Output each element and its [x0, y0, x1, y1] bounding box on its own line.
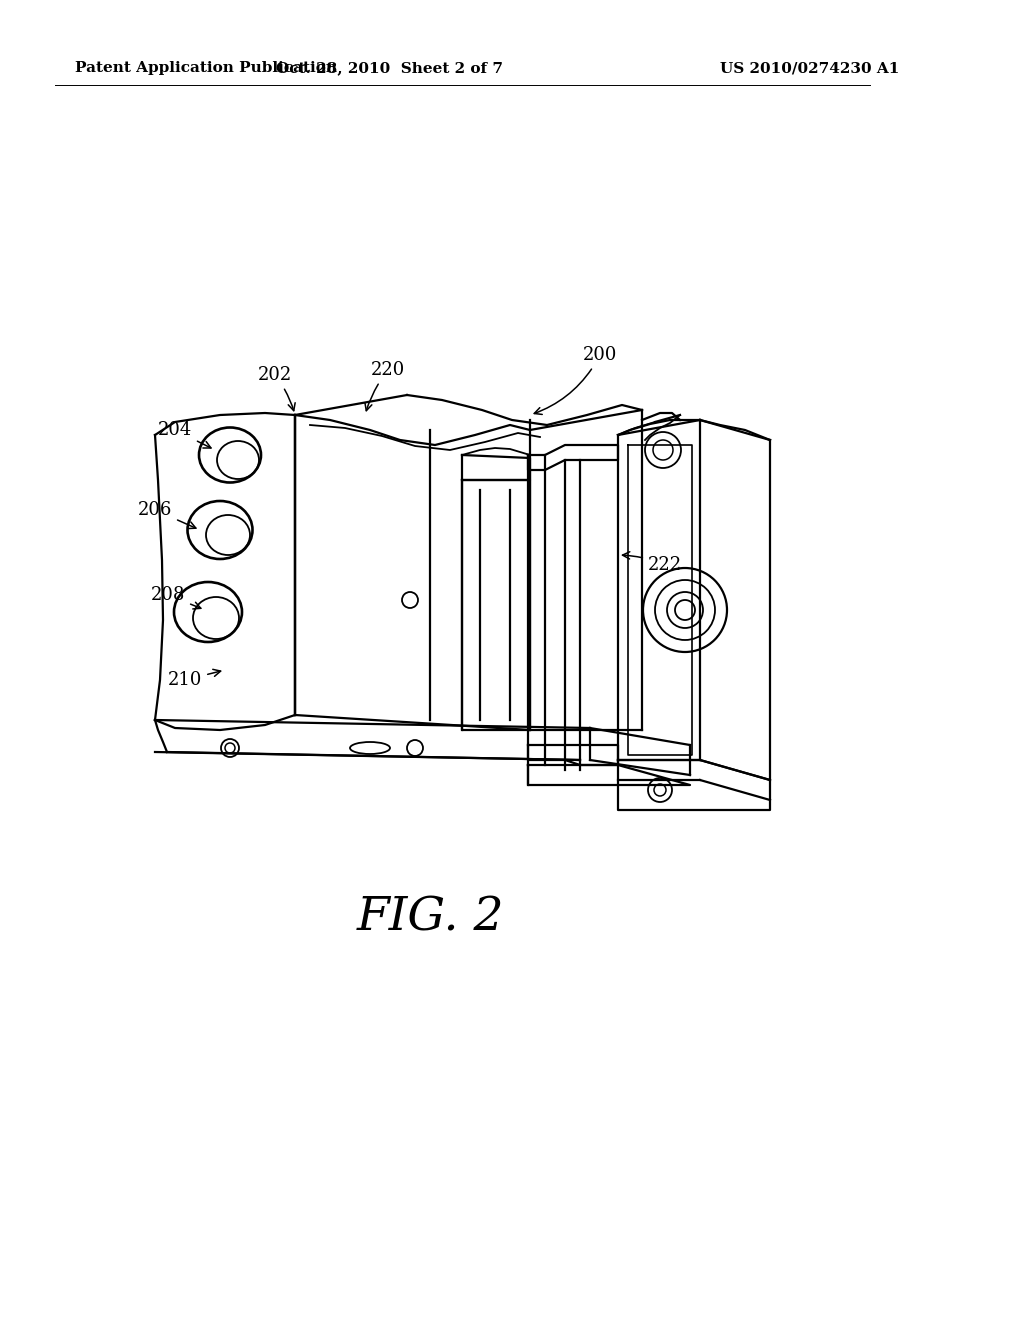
Text: 222: 222 [623, 552, 682, 574]
Text: Oct. 28, 2010  Sheet 2 of 7: Oct. 28, 2010 Sheet 2 of 7 [276, 61, 504, 75]
Text: 210: 210 [168, 669, 220, 689]
Text: Patent Application Publication: Patent Application Publication [75, 61, 337, 75]
Text: 204: 204 [158, 421, 211, 447]
Text: FIG. 2: FIG. 2 [356, 895, 504, 940]
Text: US 2010/0274230 A1: US 2010/0274230 A1 [720, 61, 899, 75]
Text: 202: 202 [258, 366, 295, 411]
Text: 206: 206 [138, 502, 196, 528]
Text: 208: 208 [151, 586, 201, 609]
Text: 220: 220 [365, 360, 406, 411]
Text: 200: 200 [535, 346, 617, 414]
